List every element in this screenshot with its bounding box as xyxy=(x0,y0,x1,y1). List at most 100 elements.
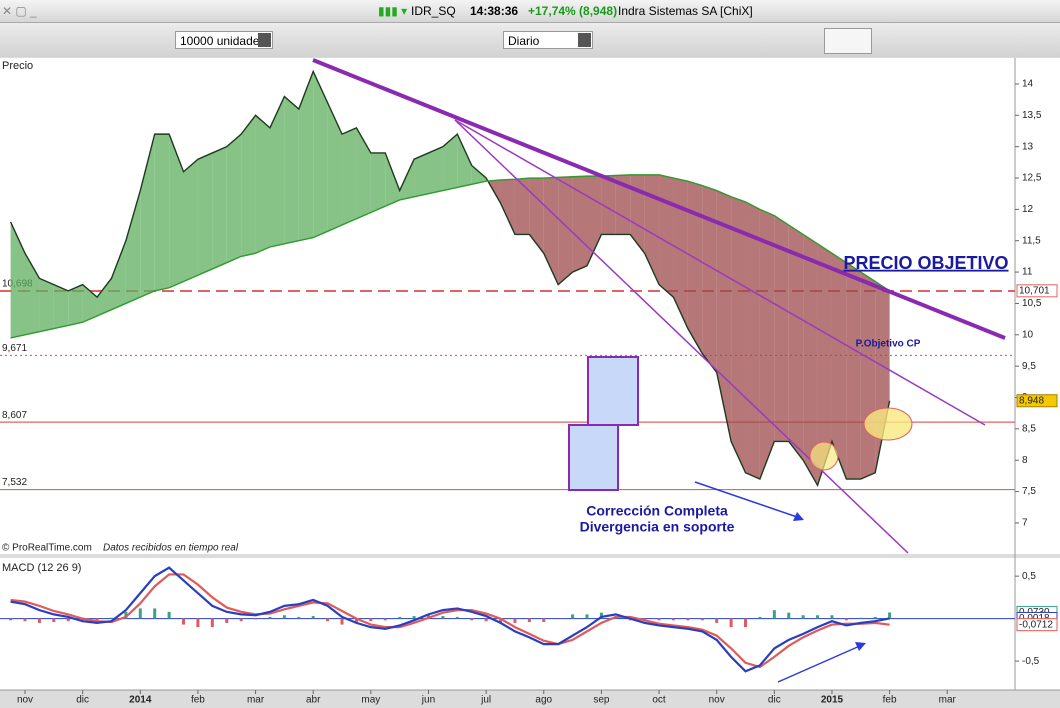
area-fill xyxy=(846,262,861,480)
histogram-bar xyxy=(268,616,272,619)
y-tick-label: 7 xyxy=(1022,518,1028,529)
area-fill xyxy=(601,175,616,235)
histogram-bar xyxy=(787,612,791,619)
area-fill xyxy=(356,127,371,219)
histogram-bar xyxy=(37,618,41,623)
histogram-bar xyxy=(254,618,258,620)
trend-line xyxy=(312,58,1006,340)
x-tick-label: oct xyxy=(652,695,666,706)
area-fill xyxy=(817,243,832,486)
drawings: PRECIO OBJETIVO P.Objetivo CP Corrección… xyxy=(312,58,1009,683)
histogram-bar xyxy=(153,608,157,619)
histogram-bar xyxy=(196,618,200,628)
x-tick-label: jul xyxy=(480,695,491,706)
histogram-bar xyxy=(441,616,445,619)
arrow xyxy=(777,644,863,683)
quantity-select[interactable]: 10000 unidades xyxy=(175,31,273,49)
price-tag xyxy=(1016,394,1058,408)
area-fill xyxy=(154,134,170,291)
histogram-bar xyxy=(571,614,575,619)
area-fill xyxy=(731,196,746,473)
area-fill xyxy=(831,253,847,480)
arrow xyxy=(694,481,801,519)
window-controls[interactable]: ✕ ▢ _ xyxy=(2,4,37,18)
y-tick-label: 13 xyxy=(1022,141,1034,152)
histogram-bar xyxy=(66,618,70,622)
histogram-bar xyxy=(182,618,186,625)
area-fill xyxy=(68,284,83,326)
histogram-bar xyxy=(225,618,229,623)
series-line xyxy=(10,566,890,673)
period-select[interactable]: Diario xyxy=(503,31,593,49)
x-tick-label: may xyxy=(361,695,380,706)
area-fill xyxy=(183,159,198,282)
area-fill xyxy=(644,174,660,285)
panel-title: Precio xyxy=(2,60,33,72)
histogram-bar xyxy=(744,618,748,628)
source-note: Datos recibidos en tiempo real xyxy=(103,543,239,554)
area-fill xyxy=(514,178,530,235)
y-tick-label: 8 xyxy=(1022,455,1028,466)
histogram-bar xyxy=(138,608,142,619)
histogram-bar xyxy=(484,618,488,622)
x-tick-label: 2014 xyxy=(129,695,152,706)
x-tick-label: feb xyxy=(191,695,205,706)
level-label: 8,607 xyxy=(2,410,27,421)
y-tick-label: 7,5 xyxy=(1022,486,1036,497)
x-tick-label: nov xyxy=(17,695,33,706)
y-tick-label: 11,5 xyxy=(1022,235,1041,246)
area-fill xyxy=(212,146,227,269)
histogram-bar xyxy=(513,618,517,623)
area-fill xyxy=(687,181,703,354)
y-tick-label: 14 xyxy=(1022,79,1034,90)
arrowhead xyxy=(793,512,804,521)
symbol[interactable]: IDR_SQ xyxy=(411,4,456,18)
area-fill xyxy=(788,225,804,461)
y-tick-label: -0,5 xyxy=(1022,656,1040,667)
histogram-bar xyxy=(844,618,848,621)
histogram-bar xyxy=(599,612,603,619)
area-fill xyxy=(313,71,328,238)
x-tick-label: dic xyxy=(76,695,89,706)
trend-line xyxy=(454,119,986,426)
histogram-bar xyxy=(888,612,892,619)
histogram-bar xyxy=(873,616,877,619)
time: 14:38:36 xyxy=(470,4,519,18)
histogram-bar xyxy=(455,616,459,619)
histogram-bar xyxy=(210,618,214,628)
series-line xyxy=(10,573,890,669)
area-fill xyxy=(702,185,717,373)
area-fill xyxy=(125,190,141,304)
arrowhead xyxy=(855,642,866,651)
area-fill xyxy=(572,176,587,273)
histogram-bar xyxy=(859,617,863,619)
histogram-bar xyxy=(758,616,762,619)
histogram-bar xyxy=(326,618,330,622)
area-fill xyxy=(298,71,314,241)
area-fill xyxy=(774,215,789,442)
area-fill xyxy=(255,115,270,254)
histogram-bar xyxy=(470,618,474,621)
annotation: Corrección Completa xyxy=(586,503,728,519)
price-tag-label: 10,701 xyxy=(1019,285,1050,296)
area-fill xyxy=(284,96,299,244)
x-tick-label: feb xyxy=(883,695,897,706)
instrument-name: Indra Sistemas SA [ChiX] xyxy=(618,4,753,18)
chart-tools-button[interactable] xyxy=(824,28,872,54)
x-tick-label: mar xyxy=(939,695,957,706)
y-tick-label: 13,5 xyxy=(1022,110,1042,121)
y-tick-label: 0,5 xyxy=(1022,571,1036,582)
histogram-bar xyxy=(383,618,387,621)
x-tick-label: sep xyxy=(593,695,610,706)
area-fill xyxy=(342,127,357,226)
histogram-bar xyxy=(340,618,344,625)
area-fill xyxy=(860,272,876,480)
histogram-bar xyxy=(124,611,128,619)
histogram-bar xyxy=(81,618,85,622)
price-axis-panel xyxy=(1015,58,1060,554)
box xyxy=(568,424,619,491)
area-fill xyxy=(630,174,645,254)
price-tag-label: 8,948 xyxy=(1019,395,1044,406)
